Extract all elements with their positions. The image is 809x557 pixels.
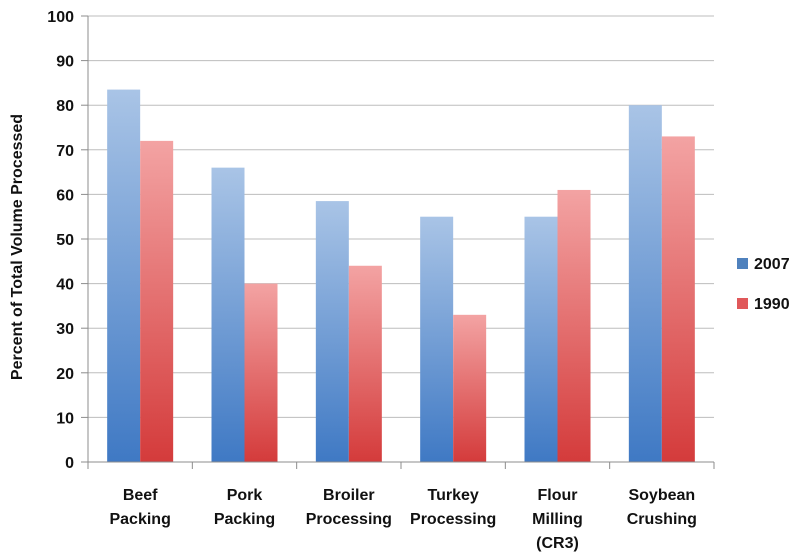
x-category-label: Pork bbox=[227, 487, 263, 504]
y-tick-label: 90 bbox=[56, 54, 74, 71]
y-tick-label: 30 bbox=[56, 321, 74, 338]
x-category-label: Broiler bbox=[323, 487, 375, 504]
bars bbox=[107, 89, 695, 463]
axes bbox=[87, 16, 715, 469]
y-tick-label: 10 bbox=[56, 410, 74, 427]
y-tick-labels: 0 10 20 30 40 50 60 70 80 90 100 bbox=[47, 9, 74, 472]
y-tick-label: 70 bbox=[56, 143, 74, 160]
x-category-label: Processing bbox=[410, 511, 496, 528]
y-tick-label: 100 bbox=[47, 9, 74, 26]
y-tick-label: 80 bbox=[56, 98, 74, 115]
x-category-label: Flour bbox=[538, 487, 578, 504]
legend-swatch-2007 bbox=[737, 258, 748, 269]
x-category-label: Crushing bbox=[627, 511, 697, 528]
legend-swatch-1990 bbox=[737, 298, 748, 309]
y-tick-label: 40 bbox=[56, 277, 74, 294]
y-axis-label: Percent of Total Volume Processed bbox=[9, 114, 26, 380]
y-tick-label: 60 bbox=[56, 187, 74, 204]
y-tick-label: 50 bbox=[56, 232, 74, 249]
x-category-labels: Beef Packing Pork Packing Broiler Processing T… bbox=[109, 487, 696, 552]
bar-1990-5 bbox=[661, 136, 695, 463]
bar-1990-1 bbox=[244, 283, 278, 462]
y-tick-label: 20 bbox=[56, 366, 74, 383]
bar-2007-2 bbox=[315, 201, 349, 462]
bar-2007-1 bbox=[211, 167, 245, 462]
bar-1990-4 bbox=[557, 189, 591, 462]
legend-label-2007: 2007 bbox=[754, 256, 790, 273]
x-category-label: Packing bbox=[109, 511, 170, 528]
bar-2007-4 bbox=[524, 216, 558, 462]
x-category-label: Turkey bbox=[428, 487, 479, 504]
bar-1990-0 bbox=[140, 140, 174, 462]
x-category-label: Beef bbox=[123, 487, 158, 504]
x-category-label: Packing bbox=[214, 511, 275, 528]
bar-1990-2 bbox=[348, 265, 382, 462]
legend: 2007 1990 bbox=[737, 256, 790, 313]
x-category-label: (CR3) bbox=[536, 535, 579, 552]
y-tick-label: 0 bbox=[65, 455, 74, 472]
bar-2007-3 bbox=[420, 216, 454, 462]
bar-2007-5 bbox=[628, 105, 662, 462]
gridlines bbox=[81, 15, 714, 463]
x-category-label: Milling bbox=[532, 511, 583, 528]
x-category-label: Soybean bbox=[628, 487, 695, 504]
bar-2007-0 bbox=[107, 89, 141, 462]
x-category-label: Processing bbox=[306, 511, 392, 528]
bar-1990-3 bbox=[453, 314, 487, 462]
legend-label-1990: 1990 bbox=[754, 296, 790, 313]
